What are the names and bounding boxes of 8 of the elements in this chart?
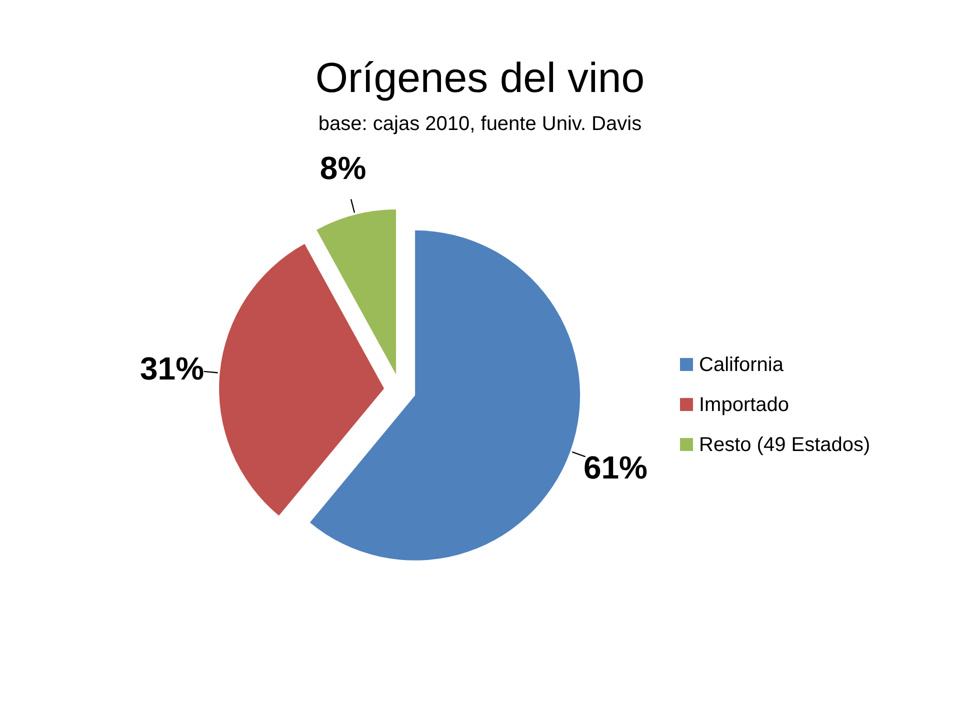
legend-label: California bbox=[699, 354, 784, 376]
legend-label: Resto (49 Estados) bbox=[699, 434, 870, 456]
chart-title: Orígenes del vino bbox=[315, 54, 645, 101]
data-label: 61% bbox=[583, 450, 648, 486]
data-label: 31% bbox=[140, 350, 204, 386]
legend-label: Importado bbox=[699, 394, 790, 416]
chart-subtitle: base: cajas 2010, fuente Univ. Davis bbox=[318, 113, 642, 135]
data-label: 8% bbox=[320, 150, 366, 186]
